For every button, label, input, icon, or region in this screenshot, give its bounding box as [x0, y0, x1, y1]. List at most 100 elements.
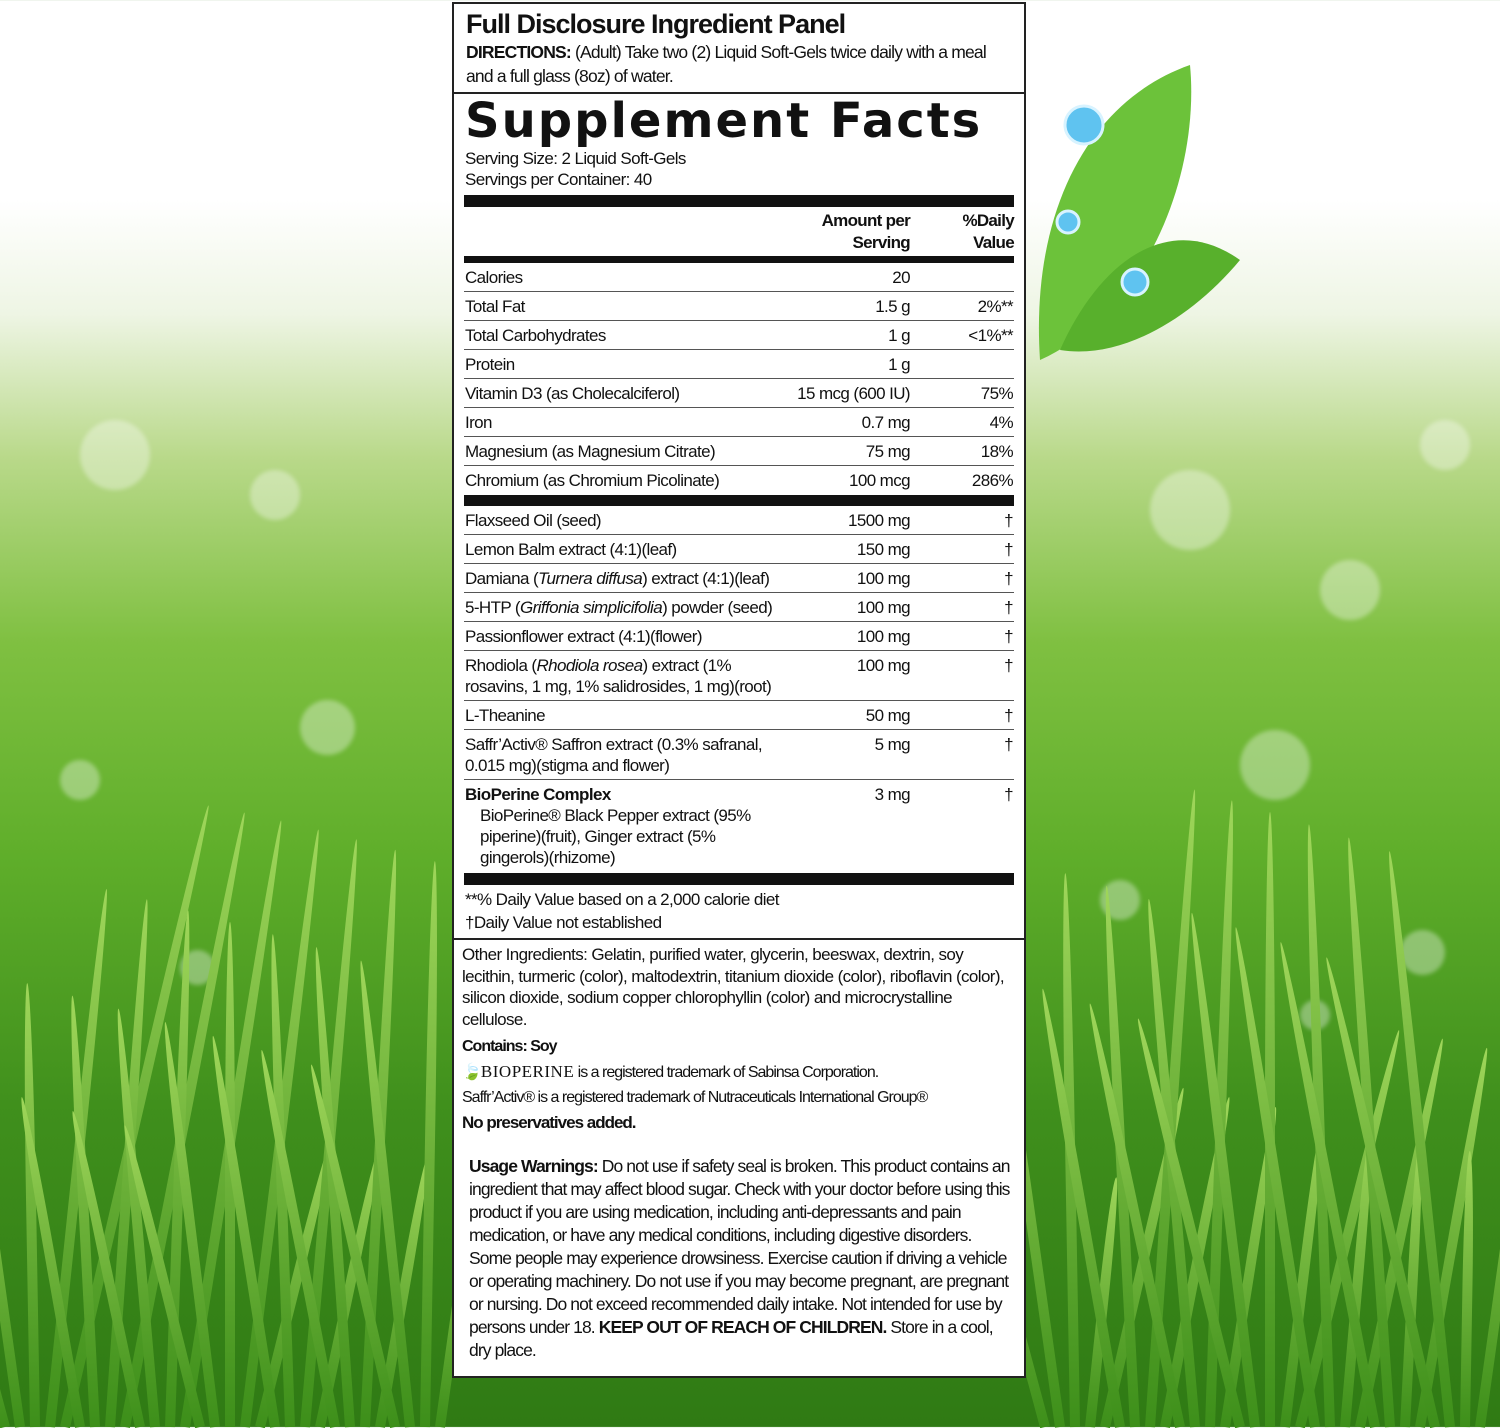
row-name: Damiana (Turnera diffusa) extract (4:1)(…	[464, 568, 782, 589]
botanical-name: Griffonia simplicifolia	[520, 598, 663, 617]
row-daily-value: †	[1004, 735, 1013, 754]
row-name: Total Carbohydrates	[464, 325, 782, 346]
footnote-dagger: †Daily Value not established	[465, 913, 662, 932]
table-row: L-Theanine 50 mg †	[464, 701, 1014, 730]
table-row: Saffr’Activ® Saffron extract (0.3% safra…	[464, 730, 1014, 779]
complex-amount: 3 mg	[874, 785, 911, 804]
row-daily-value: †	[1004, 598, 1013, 617]
table-row: Protein 1 g	[464, 350, 1014, 379]
thick-rule	[464, 495, 1014, 506]
name-part: Chromium (as Chromium Picolinate)	[465, 471, 720, 490]
row-name: Flaxseed Oil (seed)	[464, 510, 782, 531]
table-row: Vitamin D3 (as Cholecalciferol) 15 mcg (6…	[464, 379, 1014, 408]
row-amount: 20	[892, 268, 910, 287]
bokeh-light	[80, 420, 150, 490]
leaf-icon	[1060, 240, 1240, 352]
row-amount: 1.5 g	[875, 297, 910, 316]
row-daily-value: 4%	[989, 413, 1014, 432]
botanical-name: Rhodiola rosea	[536, 656, 644, 675]
serving-info: Serving Size: 2 Liquid Soft-Gels Serving…	[465, 148, 1014, 190]
row-amount: 1 g	[888, 355, 910, 374]
complex-name: BioPerine Complex BioPerine® Black Pepper…	[464, 784, 782, 868]
divider	[454, 938, 1024, 940]
name-part: Iron	[465, 413, 493, 432]
bokeh-light	[1400, 930, 1445, 975]
supplement-facts: Supplement Facts Serving Size: 2 Liquid …	[454, 94, 1024, 934]
row-amount: 75 mg	[865, 442, 911, 461]
name-part: Saffr’Activ® Saffron extract (0.3% safra…	[465, 735, 763, 775]
col-header-amount: Amount per Serving	[821, 211, 911, 252]
row-name: Saffr’Activ® Saffron extract (0.3% safra…	[464, 734, 782, 776]
name-part: Rhodiola (	[465, 656, 537, 675]
bokeh-light	[250, 470, 300, 520]
contains-allergen: Contains: Soy	[462, 1038, 558, 1055]
row-daily-value: <1%**	[968, 326, 1013, 345]
table-row: Rhodiola (Rhodiola rosea) extract (1% ro…	[464, 651, 1014, 701]
row-name: Vitamin D3 (as Cholecalciferol)	[464, 383, 782, 404]
supplement-label-panel: Full Disclosure Ingredient Panel DIRECTI…	[452, 2, 1026, 1378]
row-name: 5-HTP (Griffonia simplicifolia) powder (…	[464, 597, 782, 618]
table-row: Total Fat 1.5 g 2%**	[464, 292, 1014, 321]
row-name: Passionflower extract (4:1)(flower)	[464, 626, 782, 647]
row-daily-value: †	[1004, 540, 1013, 559]
droplet-icon	[1055, 209, 1081, 235]
warnings-keep-out: KEEP OUT OF REACH OF CHILDREN.	[598, 1317, 888, 1337]
name-part: Damiana (	[465, 569, 539, 588]
table-row: Magnesium (as Magnesium Citrate) 75 mg 18%	[464, 437, 1014, 466]
name-part: Calories	[465, 268, 523, 287]
row-amount: 50 mg	[865, 706, 911, 725]
row-daily-value: †	[1004, 569, 1013, 588]
row-daily-value: †	[1004, 706, 1013, 725]
row-name: Chromium (as Chromium Picolinate)	[464, 470, 782, 491]
droplet-icon	[1120, 267, 1150, 297]
row-daily-value: 18%	[980, 442, 1014, 461]
droplet-icon	[1063, 104, 1105, 146]
bokeh-light	[1240, 730, 1310, 800]
no-preservatives: No preservatives added.	[462, 1113, 637, 1132]
complex-dv: †	[1004, 785, 1013, 804]
name-part: ) extract (4:1)(leaf)	[642, 569, 770, 588]
col-header-dv: %Daily Value	[962, 211, 1014, 252]
directions: DIRECTIONS: (Adult) Take two (2) Liquid …	[466, 40, 1014, 88]
table-row: Lemon Balm extract (4:1)(leaf) 150 mg †	[464, 535, 1014, 564]
table-row: Flaxseed Oil (seed) 1500 mg †	[464, 506, 1014, 535]
ingredients-table: Flaxseed Oil (seed) 1500 mg † Lemon Balm ex…	[464, 506, 1014, 779]
servings-per-container: Servings per Container: 40	[465, 170, 652, 189]
row-name: Lemon Balm extract (4:1)(leaf)	[464, 539, 782, 560]
column-headers: Amount per Serving %Daily Value	[464, 207, 1015, 256]
bioperine-trademark: 🍃BIOPERINE is a registered trademark of …	[462, 1059, 1014, 1085]
warnings-tail: Store in a cool, dry place.	[469, 1317, 994, 1360]
complex-title: BioPerine Complex	[465, 785, 611, 804]
name-part: 5-HTP (	[465, 598, 521, 617]
name-part: Total Carbohydrates	[465, 326, 606, 345]
thick-rule	[464, 195, 1014, 207]
name-part: Flaxseed Oil (seed)	[465, 511, 602, 530]
row-name: Iron	[464, 412, 782, 433]
directions-text: (Adult) Take two (2) Liquid Soft-Gels tw…	[466, 42, 987, 86]
row-amount: 100 mg	[856, 656, 911, 675]
saffr-trademark: Saffr’Activ® is a registered trademark o…	[462, 1089, 928, 1106]
row-amount: 1 g	[888, 326, 910, 345]
botanical-name: Turnera diffusa	[538, 569, 643, 588]
name-part: Magnesium (as Magnesium Citrate)	[465, 442, 716, 461]
row-name: Rhodiola (Rhodiola rosea) extract (1% ro…	[464, 655, 782, 697]
name-part: Passionflower extract (4:1)(flower)	[465, 627, 703, 646]
panel-title: Full Disclosure Ingredient Panel	[466, 9, 846, 39]
footnote-dv: **% Daily Value based on a 2,000 calorie…	[465, 890, 779, 909]
warnings-text: Do not use if safety seal is broken. Thi…	[469, 1156, 1010, 1337]
row-daily-value: †	[1004, 656, 1013, 675]
row-amount: 5 mg	[874, 735, 911, 754]
row-amount: 15 mcg (600 IU)	[797, 384, 910, 403]
label-header: Full Disclosure Ingredient Panel DIRECTI…	[454, 4, 1024, 92]
other-ingredients: Other Ingredients: Gelatin, purified wat…	[462, 945, 1005, 1029]
leaves-decoration	[1038, 65, 1240, 360]
table-row: Iron 0.7 mg 4%	[464, 408, 1014, 437]
leaf-icon	[1038, 65, 1192, 360]
table-row: 5-HTP (Griffonia simplicifolia) powder (…	[464, 593, 1014, 622]
row-daily-value: †	[1004, 511, 1013, 530]
other-info: Other Ingredients: Gelatin, purified wat…	[454, 940, 1024, 1135]
table-row: Chromium (as Chromium Picolinate) 100 mcg…	[464, 466, 1014, 495]
row-amount: 0.7 mg	[861, 413, 911, 432]
bokeh-light	[1420, 420, 1470, 470]
row-name: Magnesium (as Magnesium Citrate)	[464, 441, 782, 462]
